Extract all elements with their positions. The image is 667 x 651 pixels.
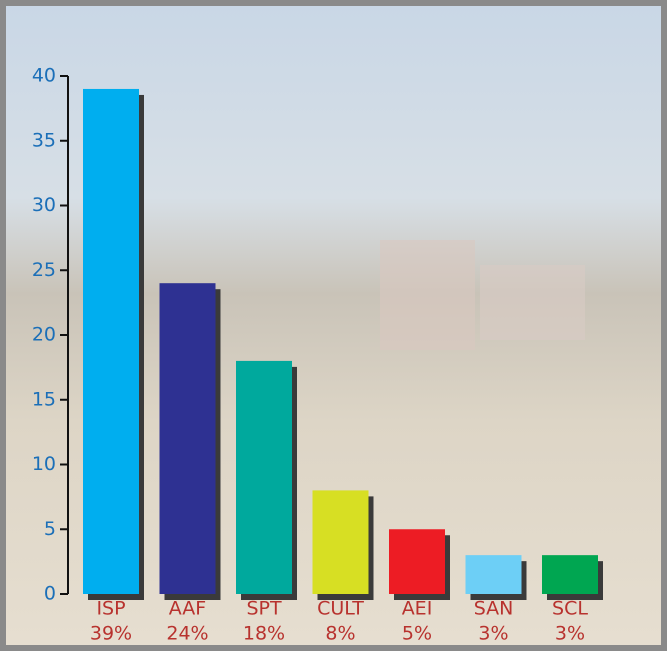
- bar: [465, 555, 522, 594]
- value-label: 39%: [90, 623, 132, 645]
- bar: [159, 283, 216, 594]
- value-label: 3%: [555, 623, 585, 645]
- y-tick-label: 40: [32, 65, 56, 87]
- y-tick-label: 25: [32, 259, 56, 281]
- value-label: 18%: [243, 623, 285, 645]
- bar: [542, 555, 598, 594]
- bar: [389, 529, 445, 594]
- y-tick-label: 35: [32, 129, 56, 151]
- x-tick-label: AAF: [169, 598, 206, 620]
- x-tick-label: SCL: [552, 598, 588, 620]
- y-tick-label: 5: [44, 518, 56, 540]
- building: [380, 240, 475, 350]
- y-tick-label: 0: [44, 583, 56, 605]
- value-label: 24%: [166, 623, 208, 645]
- value-label: 5%: [402, 623, 432, 645]
- x-tick-label: ISP: [96, 598, 125, 620]
- y-tick-label: 10: [32, 453, 56, 475]
- bar: [236, 360, 292, 594]
- x-tick-label: SPT: [246, 598, 282, 620]
- y-tick-label: 30: [32, 194, 56, 216]
- bar: [312, 490, 369, 594]
- x-tick-label: AEI: [402, 598, 433, 620]
- value-label: 3%: [478, 623, 508, 645]
- x-tick-label: SAN: [474, 598, 514, 620]
- building: [480, 265, 585, 340]
- value-label: 8%: [325, 623, 355, 645]
- bar: [83, 88, 139, 594]
- y-tick-label: 20: [32, 324, 56, 346]
- x-tick-label: CULT: [317, 598, 364, 620]
- y-tick-label: 15: [32, 388, 56, 410]
